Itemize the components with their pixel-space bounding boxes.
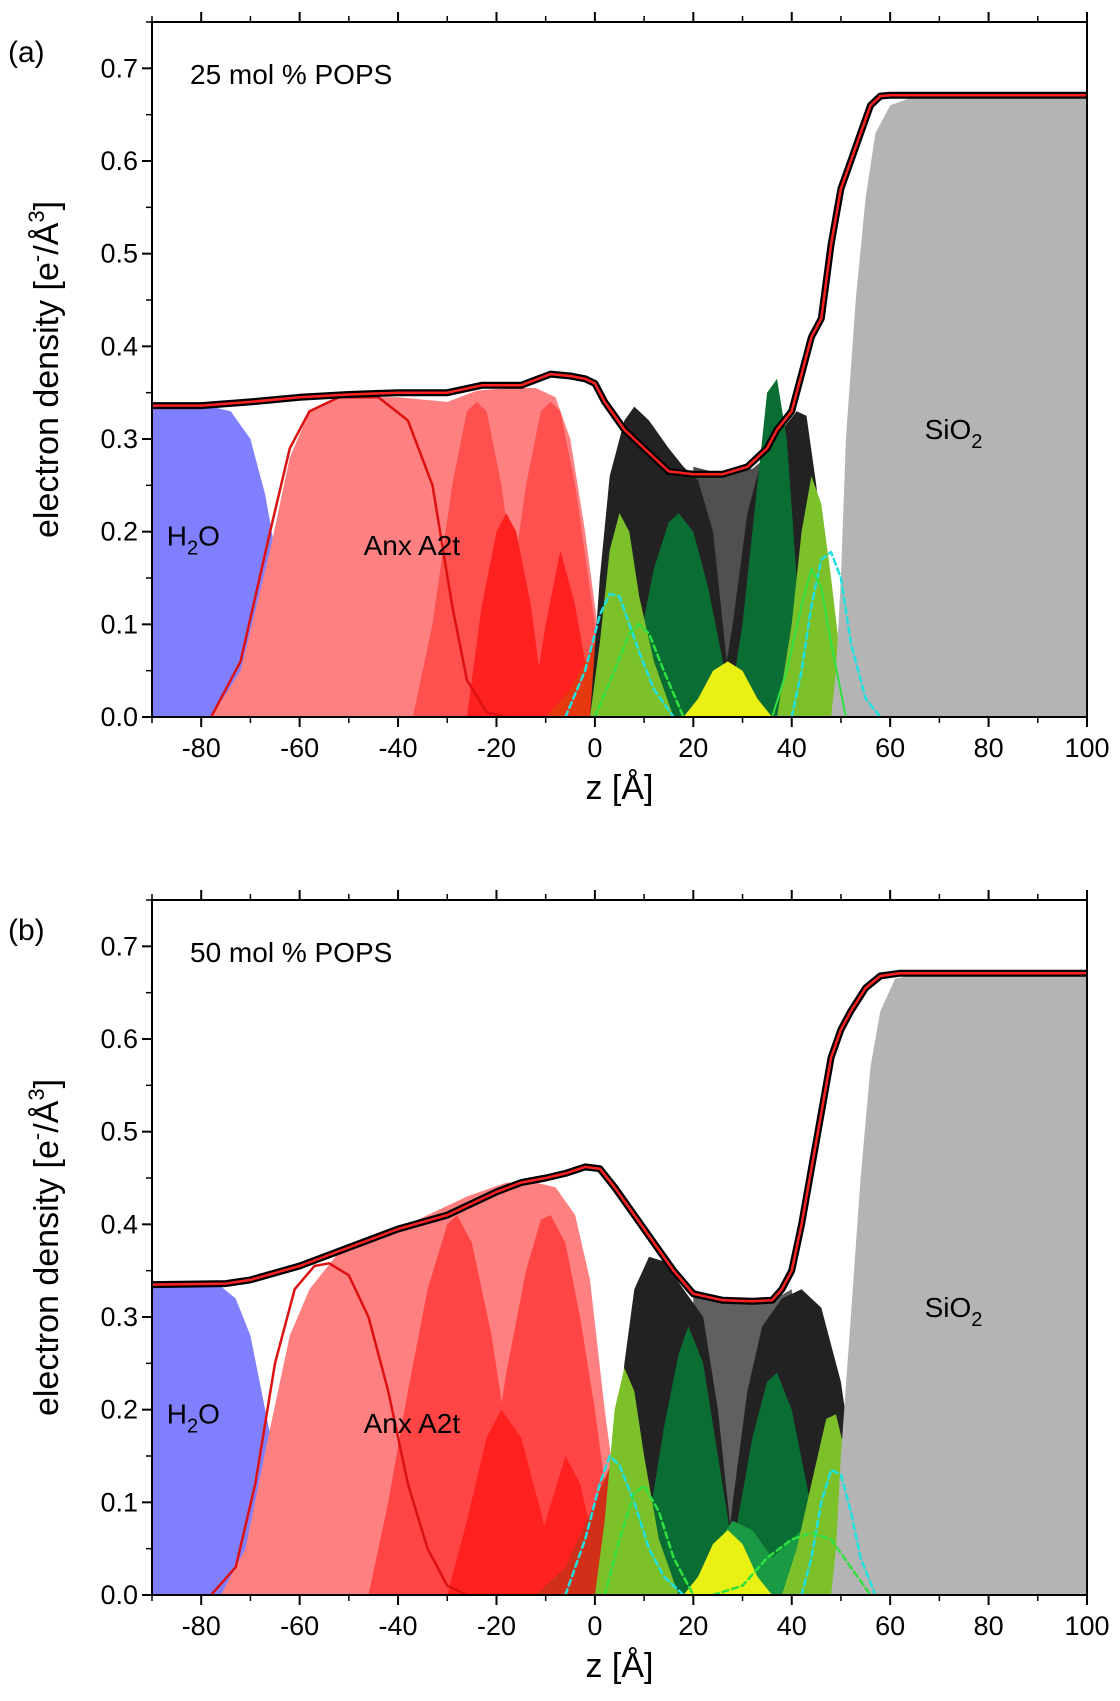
y-tick-label: 0.1	[100, 609, 138, 639]
y-axis-title: electron density [e-/Å3]	[24, 1079, 66, 1416]
line-series-24	[152, 971, 1087, 1303]
line-series-20	[771, 567, 847, 717]
panel-label: (b)	[8, 914, 45, 947]
y-tick-label: 0.0	[100, 1580, 138, 1610]
y-tick-label: 0.6	[100, 1024, 138, 1054]
x-tick-label: -40	[379, 1611, 418, 1641]
line-series-19	[593, 623, 685, 717]
area-series-5	[466, 513, 546, 717]
line-series-19	[800, 1468, 877, 1595]
y-tick-label: 0.4	[100, 331, 138, 361]
line-series-17	[564, 592, 675, 717]
x-tick-label: 80	[974, 733, 1004, 763]
chart-panel-b: -80 -60 -40 -20 0 20 40 60 80 100 0.0 0.1 0.2 0.3 0.4 0…	[8, 890, 1110, 1685]
x-tick-label: 0	[587, 733, 602, 763]
y-tick-label: 0.2	[100, 1395, 138, 1425]
y-tick-label: 0.4	[100, 1209, 138, 1239]
chart-title: 25 mol % POPS	[190, 59, 392, 90]
x-tick-label: -20	[477, 733, 516, 763]
line-series-20	[603, 1484, 695, 1595]
x-tick-label: 40	[777, 733, 807, 763]
y-axis-title-base: electron density [e	[28, 262, 66, 538]
annotation-h2o: H2O	[167, 521, 220, 560]
line-series-21	[711, 1531, 872, 1595]
area-series-17	[831, 974, 1087, 1595]
area-series-14	[594, 1368, 679, 1595]
x-tick-label: 0	[587, 1611, 602, 1641]
line-series-22	[209, 1262, 469, 1595]
x-tick-label: 20	[678, 1611, 708, 1641]
y-tick-label: 0.7	[100, 53, 138, 83]
x-axis-title: z [Å]	[585, 1647, 653, 1685]
y-axis-title-mid: /Å	[28, 222, 66, 254]
x-tick-label: -20	[477, 1611, 516, 1641]
line-series-23	[152, 93, 1087, 476]
x-tick-label: -60	[280, 733, 319, 763]
x-tick-label: 60	[875, 733, 905, 763]
y-tick-label: 0.5	[100, 239, 138, 269]
x-tick-label: -60	[280, 1611, 319, 1641]
area-series-16	[831, 96, 1087, 717]
y-axis-title-sup1: -	[24, 1133, 49, 1140]
x-tick-label: 100	[1064, 1611, 1109, 1641]
x-tick-label: -80	[182, 1611, 221, 1641]
y-axis-title-base: electron density [e	[28, 1140, 66, 1416]
x-tick-label: 100	[1064, 733, 1109, 763]
y-tick-label: 0.3	[100, 424, 138, 454]
y-tick-label: 0.3	[100, 1302, 138, 1332]
y-tick-label: 0.0	[100, 702, 138, 732]
y-axis-title-sup2: 3	[24, 1088, 49, 1100]
area-series-11	[634, 1326, 748, 1595]
x-tick-label: -40	[379, 733, 418, 763]
x-tick-label: -80	[182, 733, 221, 763]
annotation-anx: Anx A2t	[364, 530, 461, 561]
x-tick-label: 20	[678, 733, 708, 763]
y-tick-label: 0.7	[100, 931, 138, 961]
line-series-18	[564, 1454, 685, 1595]
y-axis-title-end: ]	[28, 1079, 66, 1088]
x-axis-title: z [Å]	[585, 769, 653, 807]
plot-frame	[151, 899, 1088, 1596]
line-series-18	[790, 550, 882, 717]
panel-label: (a)	[8, 36, 45, 69]
area-series-14	[777, 476, 856, 717]
plot-frame	[151, 21, 1088, 718]
line-series-21	[209, 396, 508, 717]
area-series-13	[590, 513, 674, 717]
y-axis-title-mid: /Å	[28, 1100, 66, 1132]
y-tick-label: 0.2	[100, 517, 138, 547]
x-tick-label: 60	[875, 1611, 905, 1641]
annotation-h2o: H2O	[167, 1399, 220, 1438]
chart-panel-a: -80 -60 -40 -20 0 20 40 60 80 100 0.0 0.1 0.2 0.3 0.4 0…	[8, 12, 1110, 807]
y-axis-title-sup1: -	[24, 255, 49, 262]
y-tick-label: 0.6	[100, 146, 138, 176]
x-tick-label: 40	[777, 1611, 807, 1641]
y-axis-title-end: ]	[28, 201, 66, 210]
annotation-sio2: SiO2	[925, 414, 983, 453]
y-tick-label: 0.1	[100, 1487, 138, 1517]
area-series-5	[447, 1409, 561, 1595]
annotation-anx: Anx A2t	[364, 1408, 461, 1439]
plot-area	[152, 91, 1087, 717]
chart-title: 50 mol % POPS	[190, 937, 392, 968]
plot-area	[152, 969, 1087, 1595]
y-axis-title-sup2: 3	[24, 210, 49, 222]
y-tick-label: 0.5	[100, 1117, 138, 1147]
annotation-sio2: SiO2	[925, 1292, 983, 1331]
y-axis-title: electron density [e-/Å3]	[24, 201, 66, 538]
area-series-15	[683, 661, 773, 717]
x-tick-label: 80	[974, 1611, 1004, 1641]
